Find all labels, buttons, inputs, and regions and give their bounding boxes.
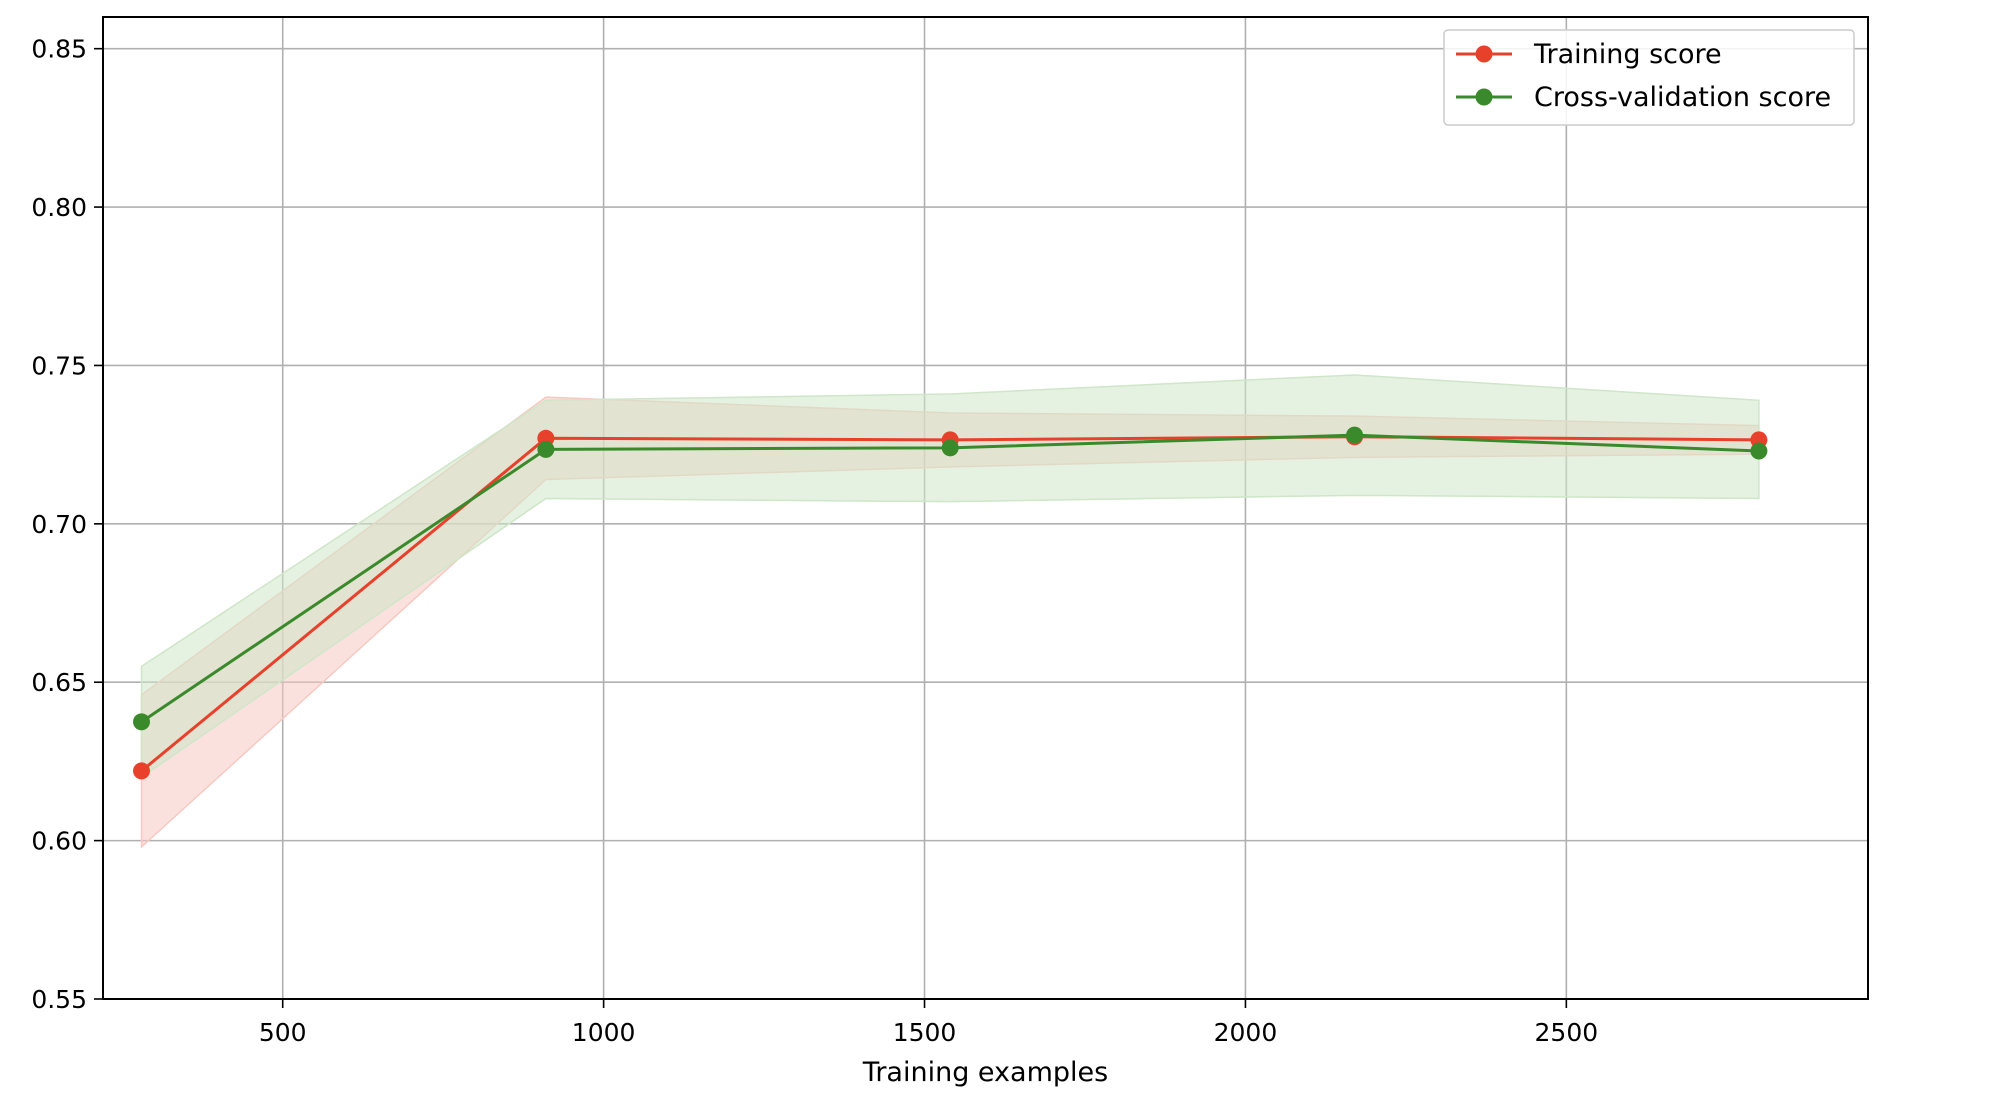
y-tick-label: 0.55 xyxy=(31,985,87,1014)
y-tick-label: 0.85 xyxy=(31,35,87,64)
axis-ticks: 500 1000 1500 2000 2500 0.55 0.60 0.65 0.70 0.75 0… xyxy=(31,35,1598,1047)
y-tick-label: 0.70 xyxy=(31,510,87,539)
legend: Training score Cross-validation score xyxy=(1443,29,1855,126)
legend-box xyxy=(1443,29,1855,126)
x-tick-label: 500 xyxy=(259,1018,307,1047)
point-cross-validation-score xyxy=(1346,426,1364,444)
plot-frame xyxy=(102,16,1869,1000)
x-axis-label: Training examples xyxy=(862,1057,1108,1088)
y-tick-label: 0.65 xyxy=(31,668,87,697)
band-cross-validation-score xyxy=(140,374,1760,779)
x-tick-label: 2000 xyxy=(1214,1018,1278,1047)
point-cross-validation-score xyxy=(537,440,555,458)
x-tick-label: 2500 xyxy=(1535,1018,1599,1047)
grid xyxy=(103,17,1868,1000)
legend-marker-training-score xyxy=(1475,45,1493,63)
point-cross-validation-score xyxy=(941,439,959,457)
point-training-score xyxy=(133,762,151,780)
y-tick-label: 0.75 xyxy=(31,351,87,380)
point-cross-validation-score xyxy=(133,713,151,731)
point-cross-validation-score xyxy=(1750,442,1768,460)
legend-marker-cross-validation-score xyxy=(1475,88,1493,106)
y-tick-label: 0.60 xyxy=(31,827,87,856)
legend-label-cross-validation-score: Cross-validation score xyxy=(1534,82,1831,113)
x-tick-label: 1500 xyxy=(893,1018,957,1047)
x-tick-label: 1000 xyxy=(572,1018,636,1047)
legend-label-training-score: Training score xyxy=(1533,39,1722,70)
series-lines xyxy=(133,426,1768,780)
y-tick-label: 0.80 xyxy=(31,193,87,222)
